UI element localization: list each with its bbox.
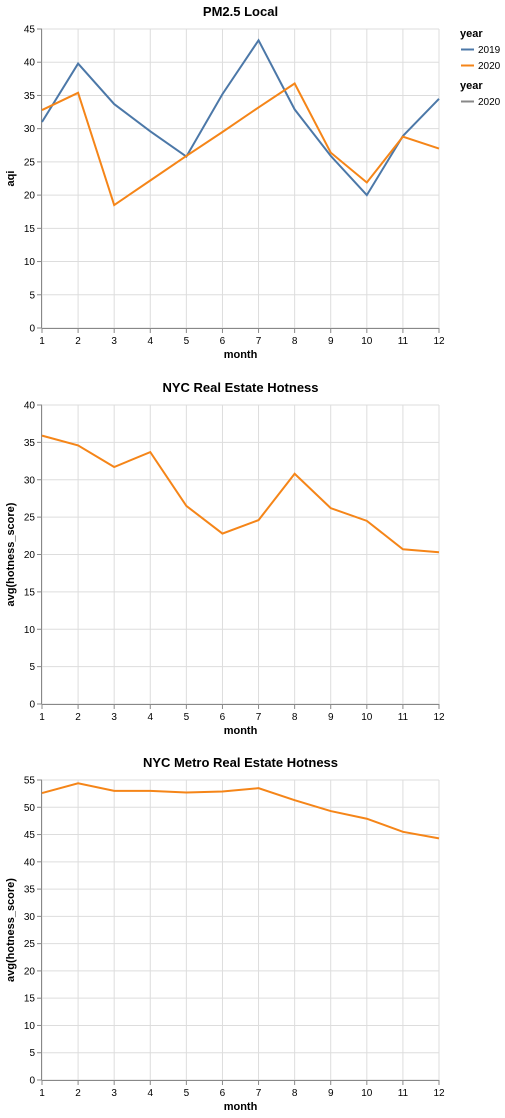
y-tick-label: 25 (24, 513, 36, 524)
y-tick-label: 40 (24, 58, 36, 69)
x-tick-label: 7 (256, 712, 262, 723)
chart-title: NYC Metro Real Estate Hotness (143, 755, 338, 770)
y-tick-label: 15 (24, 224, 36, 235)
x-tick-label: 3 (111, 1088, 117, 1099)
x-tick-label: 6 (220, 1088, 226, 1099)
x-tick-label: 8 (292, 1088, 298, 1099)
x-tick-label: 12 (433, 336, 445, 347)
y-tick-label: 10 (24, 625, 36, 636)
y-tick-label: 10 (24, 1021, 36, 1032)
legend-title: year (460, 80, 483, 92)
x-tick-label: 10 (361, 336, 373, 347)
y-tick-label: 0 (29, 700, 35, 711)
x-tick-label: 11 (398, 336, 409, 347)
y-tick-label: 10 (24, 257, 36, 268)
x-tick-label: 1 (39, 712, 45, 723)
x-tick-label: 2 (75, 1088, 81, 1099)
x-tick-label: 3 (111, 336, 117, 347)
chart-title: NYC Real Estate Hotness (162, 380, 318, 395)
legend-label: 2020 (478, 61, 501, 72)
y-tick-label: 15 (24, 994, 36, 1005)
legend-label: 2020 (478, 97, 501, 108)
x-tick-label: 11 (398, 1088, 409, 1099)
y-axis-title: avg(hotness_score) (5, 878, 17, 982)
y-tick-label: 45 (24, 830, 36, 841)
x-tick-label: 4 (147, 336, 153, 347)
x-tick-label: 12 (433, 1088, 445, 1099)
y-tick-label: 5 (29, 662, 35, 673)
y-tick-label: 25 (24, 939, 36, 950)
x-tick-label: 7 (256, 1088, 262, 1099)
y-tick-label: 35 (24, 885, 36, 896)
y-tick-label: 40 (24, 401, 36, 412)
series-line-2020 (41, 82, 440, 207)
x-tick-label: 4 (147, 1088, 153, 1099)
x-tick-label: 4 (147, 712, 153, 723)
x-tick-label: 10 (361, 1088, 373, 1099)
x-tick-label: 9 (328, 1088, 334, 1099)
y-tick-label: 30 (24, 124, 36, 135)
y-axis-title: avg(hotness_score) (5, 502, 17, 606)
y-tick-label: 20 (24, 966, 36, 977)
x-tick-label: 1 (39, 336, 45, 347)
y-tick-label: 0 (29, 324, 35, 335)
y-axis-title: aqi (5, 171, 17, 187)
y-tick-label: 15 (24, 587, 36, 598)
x-axis-title: month (224, 1101, 258, 1113)
y-tick-label: 55 (24, 776, 36, 787)
x-axis-title: month (224, 349, 258, 361)
x-tick-label: 2 (75, 712, 81, 723)
y-tick-label: 20 (24, 191, 36, 202)
series-line-series-0 (41, 782, 440, 840)
x-tick-label: 9 (328, 336, 334, 347)
y-tick-label: 45 (24, 25, 36, 36)
series-line-2019 (41, 38, 440, 197)
x-tick-label: 2 (75, 336, 81, 347)
x-tick-label: 6 (220, 336, 226, 347)
x-tick-label: 7 (256, 336, 262, 347)
x-tick-label: 5 (184, 336, 190, 347)
series-line-series-0 (41, 434, 440, 554)
y-tick-label: 0 (29, 1076, 35, 1087)
y-tick-label: 35 (24, 438, 36, 449)
x-tick-label: 5 (184, 712, 190, 723)
x-tick-label: 6 (220, 712, 226, 723)
x-tick-label: 8 (292, 712, 298, 723)
y-tick-label: 30 (24, 912, 36, 923)
chart-title: PM2.5 Local (203, 4, 278, 19)
y-tick-label: 50 (24, 803, 36, 814)
y-tick-label: 40 (24, 857, 36, 868)
legend-label: 2019 (478, 45, 501, 56)
x-tick-label: 12 (433, 712, 445, 723)
x-tick-label: 10 (361, 712, 373, 723)
x-tick-label: 3 (111, 712, 117, 723)
y-tick-label: 20 (24, 550, 36, 561)
x-tick-label: 11 (398, 712, 409, 723)
y-tick-label: 30 (24, 475, 36, 486)
x-tick-label: 1 (39, 1088, 45, 1099)
y-tick-label: 5 (29, 290, 35, 301)
legend-title: year (460, 28, 483, 40)
x-tick-label: 9 (328, 712, 334, 723)
x-axis-title: month (224, 725, 258, 737)
y-tick-label: 25 (24, 157, 36, 168)
y-tick-label: 35 (24, 91, 36, 102)
x-tick-label: 8 (292, 336, 298, 347)
x-tick-label: 5 (184, 1088, 190, 1099)
y-tick-label: 5 (29, 1048, 35, 1059)
